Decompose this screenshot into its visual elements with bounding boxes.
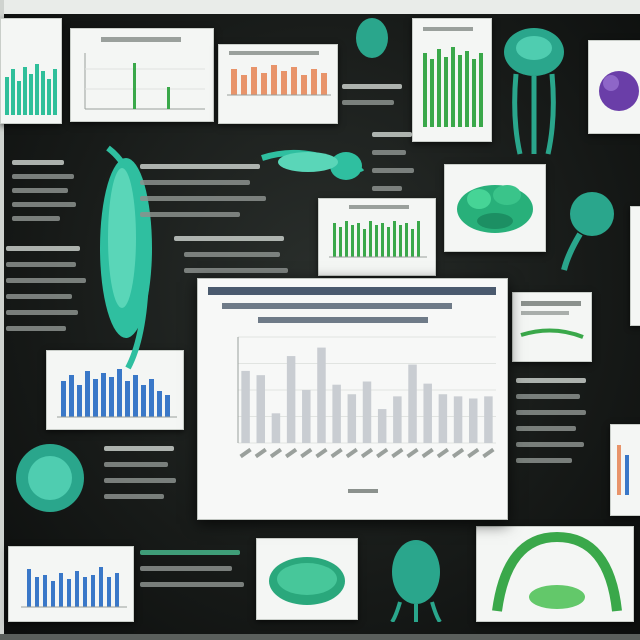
sponge-illustration-icon: [269, 557, 345, 605]
main-chart-tick-label-scribble: [436, 447, 450, 459]
main-chart-tick-label-scribble: [482, 447, 495, 459]
thumb-text-card-plot: [520, 301, 584, 339]
thumb-sponge-card: [256, 538, 358, 620]
thumb-right-edge-top-card: [630, 206, 640, 326]
main-chart-bar: [286, 356, 296, 443]
main-chart-bar: [438, 394, 448, 443]
thumb-purple-card: [588, 40, 640, 134]
main-chart-tick-label-scribble: [239, 447, 252, 459]
main-chart-bar: [453, 396, 463, 443]
thumb-right-edge-card-plot: [617, 445, 629, 495]
thumb-arch-card: [476, 526, 634, 622]
thumb-chart-green-dense: [318, 198, 436, 276]
main-chart-bar: [317, 347, 326, 443]
thumb-chart-green-columns: [412, 18, 492, 142]
main-chart-tick-label-scribble: [345, 447, 358, 459]
thumb-chart-blue-bars-plot: [57, 369, 177, 418]
main-chart-tick-label-scribble: [269, 447, 283, 459]
main-chart-subtitle-scribble-1: [222, 303, 452, 309]
main-chart-bar: [362, 381, 372, 443]
thumb-chart-green-lines-plot: [84, 37, 205, 110]
thumb-chart-blue-bars: [46, 350, 184, 430]
squid-illustration-icon: [561, 192, 614, 271]
thumb-chart-blue-small-plot: [21, 567, 127, 608]
main-chart-tick-label-scribble: [254, 447, 267, 459]
main-chart-bar: [468, 398, 478, 443]
main-chart-tick-label-scribble: [467, 447, 480, 459]
main-chart-bar: [241, 370, 250, 443]
coral-illustration-icon: [457, 185, 533, 233]
anemone-illustration-icon: [16, 444, 84, 512]
main-chart-bar: [377, 409, 387, 443]
main-chart-bar: [423, 383, 432, 443]
thumb-chart-green-dense-plot: [329, 205, 427, 258]
fish-larva-illustration-icon: [261, 149, 365, 180]
main-chart-footer-scribble: [348, 489, 378, 493]
main-chart-bar: [393, 396, 402, 443]
main-chart-tick-label-scribble: [451, 447, 465, 459]
main-chart-tick-label-scribble: [300, 447, 313, 459]
main-chart-bar: [408, 364, 417, 443]
jellyfish-illustration-icon: [504, 28, 564, 155]
thumb-coral-card: [444, 164, 546, 252]
main-chart-bar: [484, 396, 493, 443]
seaweed-illustration-icon: [390, 540, 442, 622]
arch-illustration-icon: [492, 531, 622, 612]
main-chart-bar: [332, 384, 341, 443]
main-chart-tick-label-scribble: [284, 447, 298, 459]
main-chart-card: [197, 278, 508, 520]
main-chart-tick-label-scribble: [421, 447, 434, 459]
main-chart-tick-label-scribble: [330, 447, 343, 459]
main-chart-plot: [208, 287, 496, 493]
main-chart-tick-label-scribble: [391, 447, 404, 459]
thumb-chart-orange-bars-plot: [227, 51, 331, 96]
thumb-text-card: [512, 292, 592, 362]
thumb-chart-green-lines: [70, 28, 214, 122]
thumb-right-edge-card: [610, 424, 640, 516]
main-chart-title-scribble: [208, 287, 496, 295]
main-chart-tick-label-scribble: [360, 447, 374, 459]
bottom-frame-strip: [0, 634, 640, 640]
thumb-chart-blue-small: [8, 546, 134, 622]
main-chart-tick-label-scribble: [406, 447, 419, 459]
thumb-chart-orange-bars: [218, 44, 338, 124]
main-chart-tick-label-scribble: [315, 447, 328, 459]
main-chart-bar: [347, 394, 357, 443]
main-chart-bar: [256, 375, 266, 443]
main-chart-tick-label-scribble: [376, 447, 389, 459]
top-frame-strip: [0, 0, 640, 14]
kelp-illustration-icon: [100, 145, 152, 370]
main-chart-subtitle-scribble-2: [258, 317, 428, 323]
left-frame-strip: [0, 0, 4, 640]
thumb-chart-green-columns-plot: [423, 27, 483, 127]
purple-specimen-illustration-icon: [599, 71, 639, 111]
main-chart-bar: [271, 413, 281, 443]
main-chart-bar: [302, 390, 311, 443]
thumb-chart-teal-bars: [0, 18, 62, 124]
small-organism-illustration-icon: [356, 18, 388, 58]
thumb-chart-teal-bars-plot: [5, 64, 57, 115]
